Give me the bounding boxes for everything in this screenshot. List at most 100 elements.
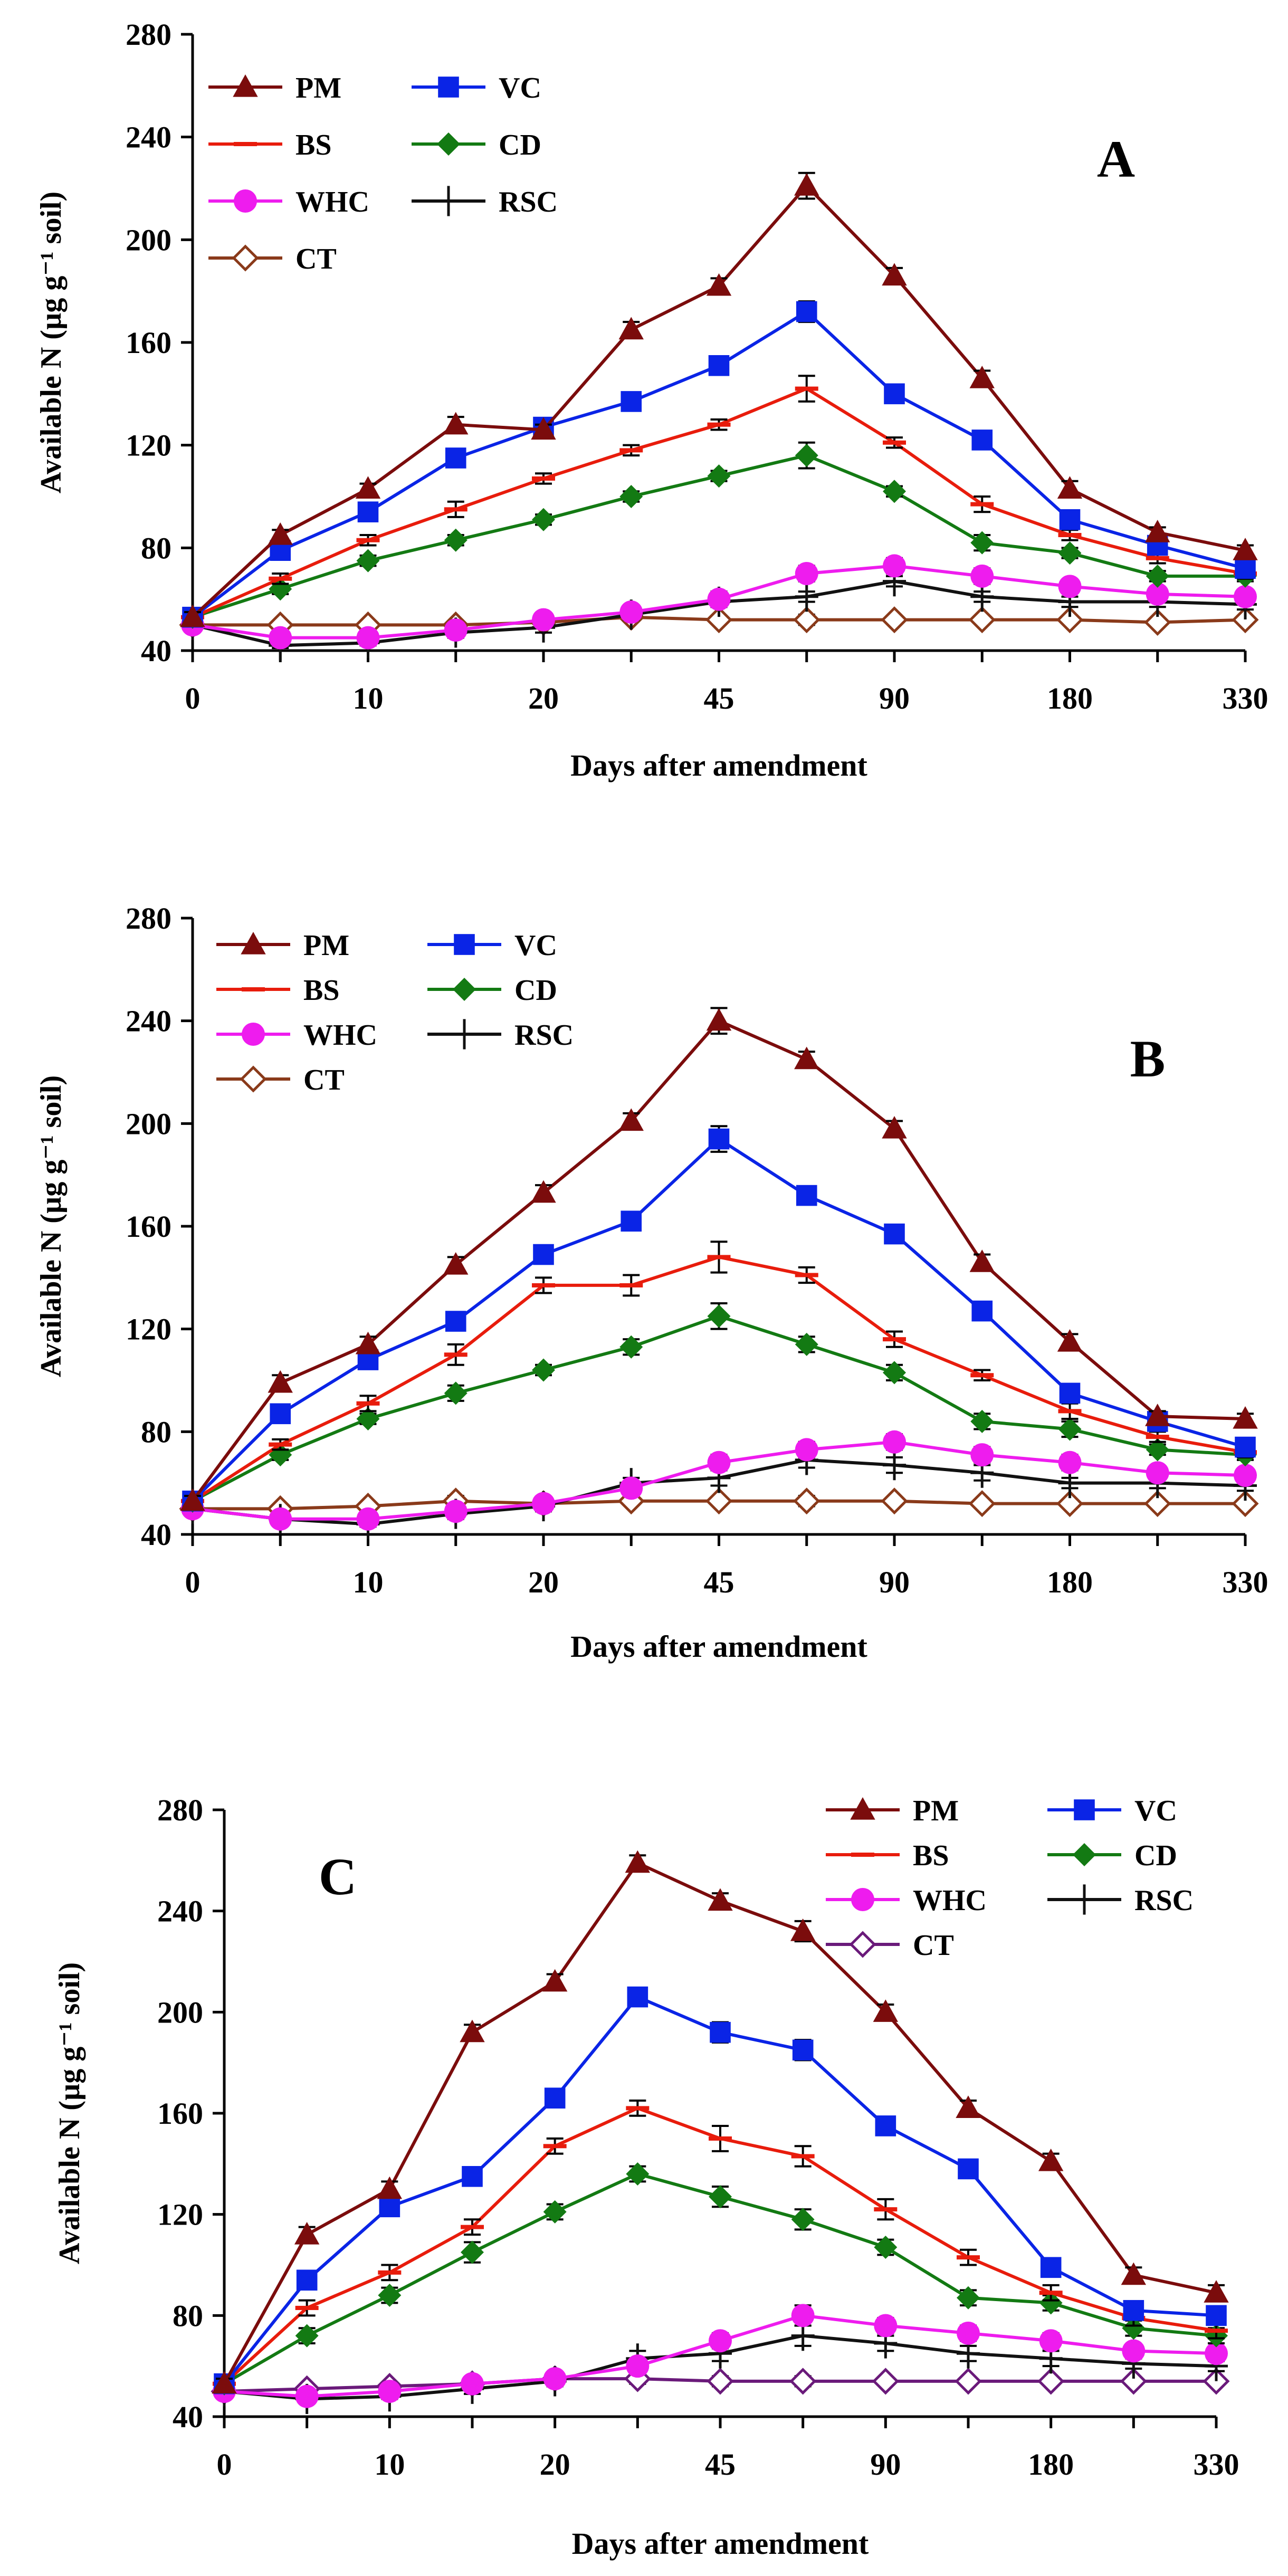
y-tick-label: 40 <box>141 634 171 668</box>
data-point-pm <box>1233 538 1258 560</box>
data-point-whc <box>269 1507 292 1531</box>
legend-entry-vc: VC <box>427 929 557 962</box>
data-point-vc <box>296 2269 318 2291</box>
x-tick-label: 90 <box>879 1565 910 1599</box>
data-point-ct <box>1056 606 1084 634</box>
legend-marker <box>1074 1799 1095 1820</box>
legend-label: WHC <box>295 186 369 218</box>
data-point-bs <box>619 1283 643 1287</box>
data-point-cd <box>1058 541 1082 565</box>
legend-entry-cd: CD <box>412 129 541 161</box>
legend-marker <box>242 1023 265 1046</box>
legend-marker <box>438 77 459 98</box>
data-point-bs <box>883 1337 906 1342</box>
data-point-pm <box>969 1249 995 1272</box>
x-tick-label: 180 <box>1047 681 1093 715</box>
series-ct <box>179 1487 1259 1522</box>
legend-marker <box>240 1065 267 1093</box>
data-point-cd <box>295 2324 319 2348</box>
data-point-vc <box>796 1185 817 1206</box>
legend-label: RSC <box>514 1019 574 1052</box>
legend-label: CD <box>1134 1839 1177 1872</box>
x-tick-label: 45 <box>704 1565 734 1599</box>
data-point-whc <box>532 1492 555 1515</box>
data-point-whc <box>1146 1461 1169 1485</box>
data-point-bs <box>532 476 555 481</box>
data-point-bs <box>707 1255 731 1260</box>
data-point-pm <box>443 1252 469 1275</box>
data-point-pm <box>882 263 907 286</box>
data-point-pm <box>443 412 469 435</box>
legend-marker <box>233 74 258 97</box>
data-point-pm <box>956 2095 981 2119</box>
legend-label: PM <box>295 72 341 104</box>
data-point-vc <box>621 1210 642 1232</box>
legend-label: CD <box>514 974 557 1007</box>
data-point-ct <box>881 1487 908 1515</box>
data-point-bs <box>883 440 906 445</box>
y-tick-label: 160 <box>157 2096 203 2131</box>
data-point-whc <box>883 554 906 578</box>
data-point-bs <box>378 2270 402 2275</box>
series-line-pm <box>191 183 1246 618</box>
data-point-pm <box>355 476 381 499</box>
data-point-whc <box>874 2314 898 2338</box>
data-point-cd <box>874 2235 898 2259</box>
y-tick-label: 80 <box>141 531 171 565</box>
data-point-bs <box>970 502 994 507</box>
data-point-bs <box>707 422 731 427</box>
data-point-pm <box>460 2019 485 2043</box>
data-point-ct <box>789 2368 817 2395</box>
legend-label: WHC <box>913 1884 987 1917</box>
data-point-whc <box>461 2372 484 2396</box>
x-tick-label: 10 <box>353 1565 384 1599</box>
data-point-bs <box>970 1373 994 1378</box>
data-point-ct <box>707 2368 734 2395</box>
data-point-bs <box>1205 2329 1228 2333</box>
data-point-cd <box>1039 2291 1063 2315</box>
data-point-bs <box>709 2136 732 2141</box>
y-tick-label: 120 <box>157 2198 203 2232</box>
legend-entry-rsc: RSC <box>412 186 558 218</box>
data-point-pm <box>708 1888 733 1911</box>
x-tick-label: 90 <box>879 681 910 715</box>
x-tick-label: 0 <box>185 681 201 715</box>
series-bs <box>213 2100 1228 2390</box>
data-point-whc <box>1234 585 1257 608</box>
legend-entry-ct: CT <box>208 243 337 275</box>
y-tick-label: 200 <box>126 223 171 257</box>
data-point-cd <box>543 2200 567 2224</box>
y-tick-label: 120 <box>126 1312 171 1347</box>
data-point-whc <box>1039 2329 1063 2353</box>
data-point-ct <box>1203 2368 1230 2395</box>
data-point-cd <box>378 2284 402 2307</box>
legend-entry-pm: PM <box>216 929 349 962</box>
legend-marker <box>242 987 265 991</box>
legend-entry-bs: BS <box>216 974 340 1007</box>
data-point-bs <box>543 2144 567 2149</box>
data-point-vc <box>958 2158 979 2180</box>
series-whc <box>213 2304 1228 2408</box>
y-axis-title: Available N (µg g⁻¹ soil) <box>35 192 68 493</box>
legend-marker <box>851 1888 874 1911</box>
data-point-pm <box>542 1969 568 1992</box>
data-point-pm <box>794 1046 819 1070</box>
data-point-vc <box>1206 2305 1227 2326</box>
data-point-bs <box>795 386 818 391</box>
legend-label: CT <box>295 243 337 275</box>
data-point-vc <box>971 1300 993 1322</box>
legend-marker <box>850 1797 875 1820</box>
x-tick-label: 0 <box>185 1565 201 1599</box>
legend-label: VC <box>499 72 541 104</box>
data-point-cd <box>795 444 818 468</box>
data-point-pm <box>706 273 732 296</box>
legend-marker <box>1073 1884 1096 1915</box>
series-cd <box>181 1302 1257 1513</box>
x-tick-label: 10 <box>353 681 384 715</box>
data-point-bs <box>444 1352 468 1357</box>
data-point-pm <box>794 173 819 196</box>
y-tick-label: 280 <box>157 1793 203 1827</box>
data-point-vc <box>544 2087 566 2109</box>
x-tick-label: 330 <box>1223 681 1268 715</box>
